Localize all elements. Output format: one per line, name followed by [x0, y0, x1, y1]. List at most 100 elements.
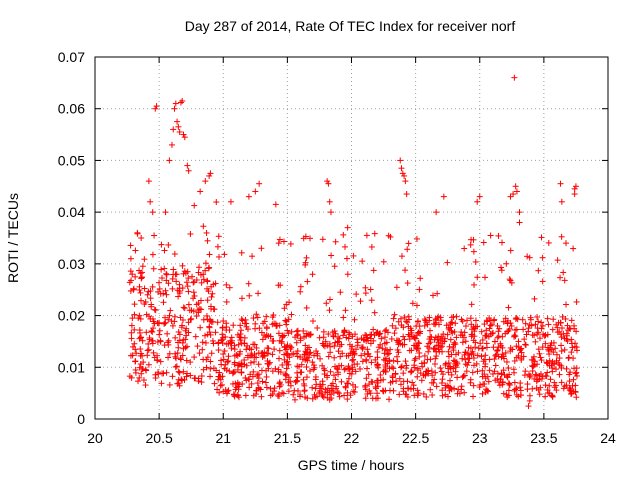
data-point [408, 386, 415, 393]
data-point [448, 371, 455, 378]
data-point [178, 376, 185, 383]
x-tick-labels: 20 20.5 21 21.5 22 22.5 23 23.5 24 [87, 430, 616, 446]
data-point [145, 346, 152, 353]
data-point [275, 330, 282, 337]
data-point [157, 337, 164, 344]
data-point [164, 330, 171, 337]
data-point [426, 317, 433, 324]
data-point [293, 377, 300, 384]
data-point [557, 180, 564, 187]
data-point [263, 384, 270, 391]
data-point [354, 360, 361, 367]
data-point [499, 379, 506, 386]
data-point [275, 240, 282, 247]
data-point [169, 275, 176, 282]
data-point [324, 342, 331, 349]
data-point [346, 370, 353, 377]
data-point [354, 339, 361, 346]
data-point [234, 391, 241, 398]
data-point [531, 375, 538, 382]
data-point [272, 201, 279, 208]
data-point [518, 345, 525, 352]
data-point [223, 281, 230, 288]
data-point [252, 188, 259, 195]
data-point [421, 352, 428, 359]
data-point [565, 354, 572, 361]
data-point [162, 209, 169, 216]
data-point [219, 381, 226, 388]
data-point [141, 256, 148, 263]
data-point [451, 385, 458, 392]
data-point [307, 332, 314, 339]
data-point [187, 231, 194, 238]
data-point [413, 235, 420, 242]
data-point [441, 335, 448, 342]
data-point [241, 340, 248, 347]
data-point [563, 330, 570, 337]
data-point [220, 356, 227, 363]
data-point [147, 288, 154, 295]
data-point [188, 315, 195, 322]
data-point [492, 362, 499, 369]
data-point [294, 374, 301, 381]
data-point [327, 349, 334, 356]
data-point [525, 371, 532, 378]
data-point [131, 301, 138, 308]
y-tick-label: 0 [77, 411, 85, 427]
data-point [467, 315, 474, 322]
data-point [464, 362, 471, 369]
data-point [403, 365, 410, 372]
data-point [131, 326, 138, 333]
data-point [197, 188, 204, 195]
data-point [533, 372, 540, 379]
data-point [429, 392, 436, 399]
data-point [438, 334, 445, 341]
data-point [142, 299, 149, 306]
data-point [342, 307, 349, 314]
data-point [169, 285, 176, 292]
data-point [167, 307, 174, 314]
data-point [537, 354, 544, 361]
data-point [393, 378, 400, 385]
data-point [200, 271, 207, 278]
data-point [406, 333, 413, 340]
data-point [461, 389, 468, 396]
data-point [359, 258, 366, 265]
data-point [386, 396, 393, 403]
data-point [485, 378, 492, 385]
data-point [486, 325, 493, 332]
data-point [300, 235, 307, 242]
data-point [285, 330, 292, 337]
data-point [530, 353, 537, 360]
data-point [269, 391, 276, 398]
data-point [505, 327, 512, 334]
data-point [207, 373, 214, 380]
data-point [223, 390, 230, 397]
data-point [499, 333, 506, 340]
data-point [192, 333, 199, 340]
data-point [532, 371, 539, 378]
data-point [176, 128, 183, 135]
data-point [198, 379, 205, 386]
data-point [147, 315, 154, 322]
data-point [297, 393, 304, 400]
data-point [459, 355, 466, 362]
data-point [474, 368, 481, 375]
data-point [326, 198, 333, 205]
data-point [538, 375, 545, 382]
data-point [287, 240, 294, 247]
data-point [412, 335, 419, 342]
x-tick-label: 22 [344, 430, 360, 446]
data-point [286, 299, 293, 306]
data-point [269, 351, 276, 358]
data-point [372, 356, 379, 363]
x-tick-label: 21.5 [274, 430, 301, 446]
data-point [279, 333, 286, 340]
data-point [173, 278, 180, 285]
data-point [390, 357, 397, 364]
data-point [161, 342, 168, 349]
data-point [175, 328, 182, 335]
data-point [288, 311, 295, 318]
data-point [482, 332, 489, 339]
data-point [354, 336, 361, 343]
